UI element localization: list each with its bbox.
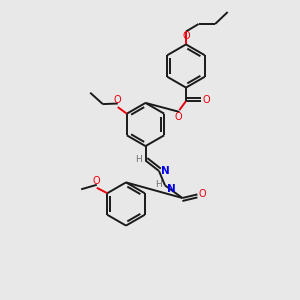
Text: O: O <box>174 112 182 122</box>
Text: O: O <box>92 176 100 186</box>
Text: O: O <box>113 95 121 105</box>
Text: O: O <box>199 189 206 199</box>
Text: H: H <box>155 180 162 189</box>
Text: N: N <box>167 184 176 194</box>
Text: O: O <box>202 94 210 105</box>
Text: H: H <box>136 155 142 164</box>
Text: O: O <box>182 31 190 41</box>
Text: N: N <box>161 166 170 176</box>
